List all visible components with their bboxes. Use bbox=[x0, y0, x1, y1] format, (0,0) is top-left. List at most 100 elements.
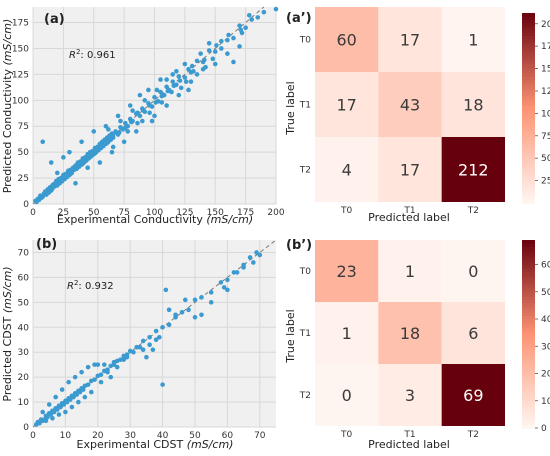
data-point bbox=[169, 89, 174, 95]
colorbar-tick-label: 150 bbox=[541, 65, 550, 75]
cell-value-label: 1 bbox=[468, 31, 478, 50]
data-point bbox=[237, 44, 242, 49]
cell-value-label: 0 bbox=[342, 386, 352, 405]
data-point bbox=[137, 113, 143, 119]
y-tick-label: 30 bbox=[18, 348, 30, 358]
colorbar-segment bbox=[522, 355, 535, 360]
data-point bbox=[111, 359, 117, 365]
data-point bbox=[178, 85, 184, 91]
y-tick-label: T0 bbox=[299, 267, 311, 277]
data-point bbox=[194, 72, 200, 77]
data-point bbox=[135, 110, 140, 116]
y-tick-label: T0 bbox=[299, 36, 311, 46]
x-tick-label: 50 bbox=[189, 431, 201, 441]
data-points bbox=[33, 6, 279, 205]
data-point bbox=[254, 250, 259, 255]
y-tick-labels: 0 25 50 75 100 125 150 175 bbox=[12, 19, 29, 210]
colorbar-segment bbox=[522, 265, 535, 269]
colorbar-segment bbox=[522, 120, 535, 125]
colorbar-segment bbox=[522, 283, 535, 288]
data-point bbox=[247, 255, 253, 260]
colorbar-segment bbox=[522, 130, 535, 134]
data-point bbox=[124, 354, 130, 360]
data-point bbox=[121, 139, 127, 145]
colorbar-segment bbox=[522, 412, 535, 417]
data-point bbox=[177, 78, 183, 83]
data-point bbox=[186, 66, 191, 72]
data-point bbox=[63, 409, 68, 415]
data-point bbox=[255, 15, 261, 20]
x-tick-label: 60 bbox=[222, 431, 234, 441]
colorbar-tick-label: 175 bbox=[541, 42, 550, 52]
data-point bbox=[226, 32, 231, 38]
data-point bbox=[160, 324, 165, 330]
colorbar-segment bbox=[522, 368, 535, 373]
data-point bbox=[86, 152, 92, 158]
colorbar-segment bbox=[522, 165, 535, 169]
panel-label: (b) bbox=[36, 237, 57, 252]
data-point bbox=[188, 79, 194, 84]
colorbar-segment bbox=[522, 161, 535, 166]
colorbar-segment bbox=[522, 101, 535, 106]
data-point bbox=[50, 183, 55, 188]
y-tick-label: T2 bbox=[299, 166, 311, 176]
cdst-scatter-panel: 0 10 20 30 40 50 60 70 0 10 20 30 40 50 60 70 (b) R2: … bbox=[1, 237, 277, 451]
y-tick-label: 175 bbox=[12, 19, 29, 29]
x-tick-label: 50 bbox=[88, 208, 100, 218]
colorbar-segment bbox=[522, 193, 535, 198]
data-point bbox=[72, 374, 78, 380]
data-point bbox=[40, 139, 46, 145]
colorbar-segment bbox=[522, 261, 535, 266]
colorbar-segment bbox=[522, 133, 535, 138]
panel-label: (a’) bbox=[286, 11, 312, 26]
colorbar-tick-label: 0 bbox=[541, 424, 547, 434]
colorbar-tick-label: 20 bbox=[541, 370, 550, 380]
colorbar-segment bbox=[522, 85, 535, 90]
data-point bbox=[103, 123, 109, 129]
colorbar-segment bbox=[522, 365, 535, 370]
data-point bbox=[192, 297, 198, 303]
x-tick-labels: 0 10 20 30 40 50 60 70 bbox=[30, 431, 266, 441]
data-point bbox=[192, 314, 198, 320]
colorbar-segment bbox=[522, 258, 535, 263]
colorbar-segment bbox=[522, 111, 535, 115]
cell-value-label: 43 bbox=[400, 96, 420, 115]
data-point bbox=[97, 160, 103, 165]
colorbar-segment bbox=[522, 190, 535, 195]
colorbar-segment bbox=[522, 54, 535, 58]
cell-value-label: 60 bbox=[336, 31, 356, 50]
data-point bbox=[159, 93, 165, 99]
data-point bbox=[71, 394, 76, 400]
data-point bbox=[186, 307, 191, 313]
colorbar-segment bbox=[522, 51, 535, 55]
data-point bbox=[92, 377, 97, 382]
data-point bbox=[98, 379, 104, 385]
data-point bbox=[62, 173, 67, 179]
data-point bbox=[43, 418, 49, 424]
data-point bbox=[69, 404, 75, 410]
data-point bbox=[53, 394, 58, 400]
x-tick-label: 40 bbox=[157, 431, 169, 441]
cell-value-label: 17 bbox=[400, 31, 420, 50]
x-tick-label: T0 bbox=[340, 430, 352, 440]
x-tick-labels: T0 T1 T2 bbox=[340, 430, 479, 440]
colorbar-segment bbox=[522, 271, 535, 276]
colorbar-segment bbox=[522, 421, 535, 426]
colorbar-tick-label: 125 bbox=[541, 87, 550, 97]
data-point bbox=[73, 180, 78, 186]
colorbar-segment bbox=[522, 252, 535, 257]
data-point bbox=[92, 362, 97, 367]
data-point bbox=[173, 314, 178, 320]
data-point bbox=[77, 389, 83, 395]
matrix-cell bbox=[441, 240, 505, 302]
data-point bbox=[118, 118, 123, 124]
data-point bbox=[110, 132, 116, 137]
data-point bbox=[234, 270, 240, 275]
data-point bbox=[212, 49, 218, 54]
colorbar-segment bbox=[522, 92, 535, 96]
data-point bbox=[261, 9, 267, 15]
data-point bbox=[108, 374, 114, 380]
data-point bbox=[118, 357, 123, 362]
data-point bbox=[164, 84, 169, 90]
cell-value-label: 1 bbox=[342, 324, 352, 343]
